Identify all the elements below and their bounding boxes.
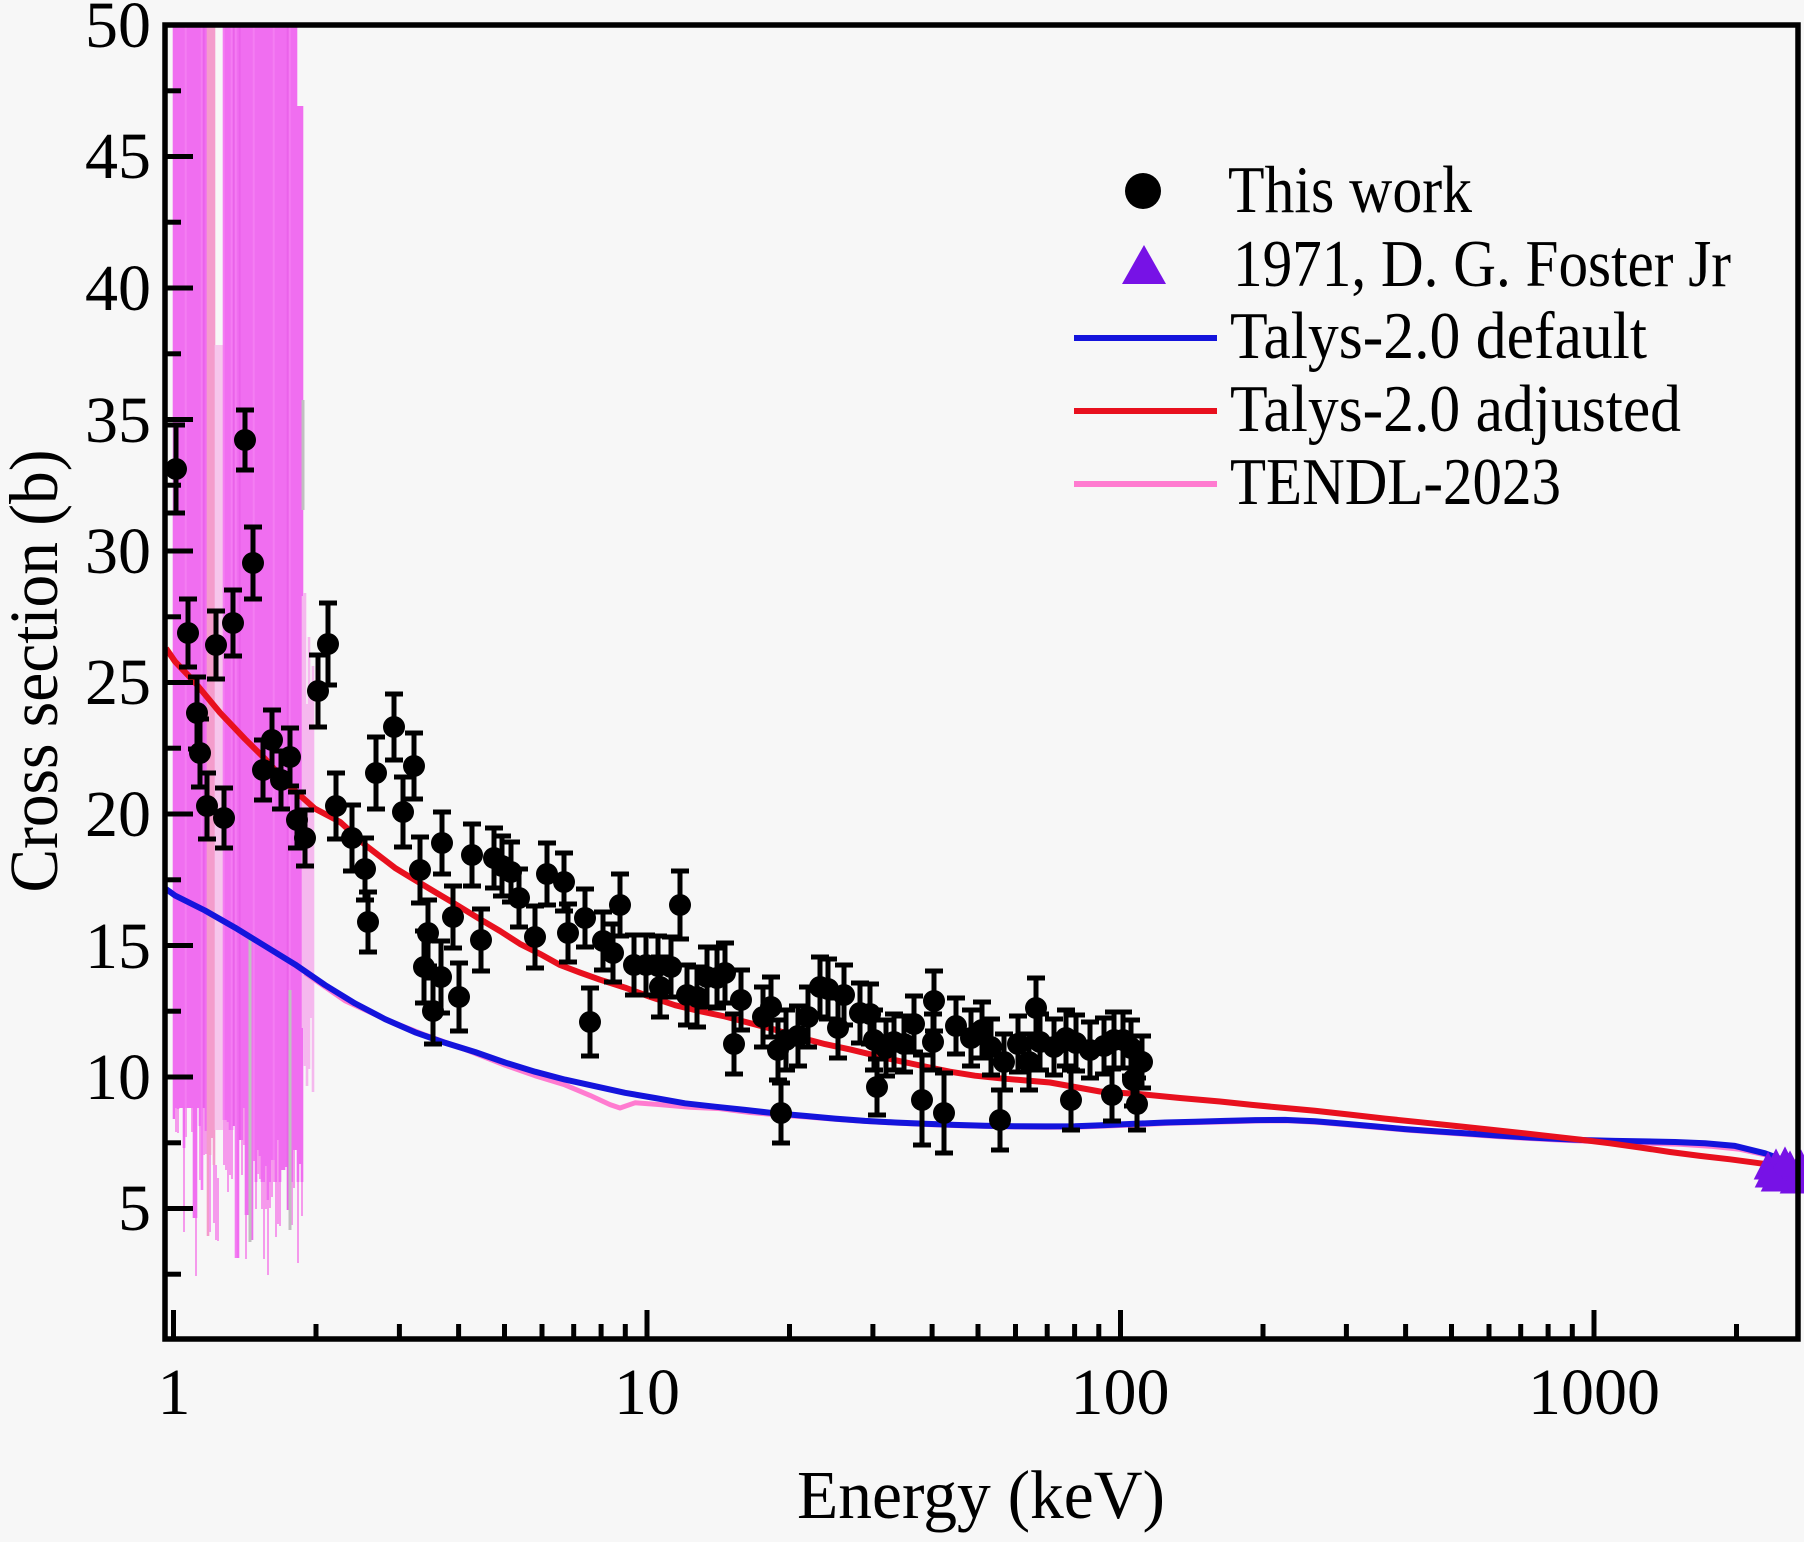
svg-text:Energy (keV): Energy (keV) [797, 1457, 1165, 1533]
svg-text:10: 10 [85, 1041, 151, 1114]
svg-text:Talys-2.0 adjusted: Talys-2.0 adjusted [1230, 372, 1681, 446]
svg-text:20: 20 [85, 778, 151, 851]
svg-text:Cross section (b): Cross section (b) [0, 450, 72, 893]
svg-text:25: 25 [85, 646, 151, 719]
svg-text:35: 35 [85, 384, 151, 457]
svg-text:50: 50 [85, 0, 151, 62]
svg-text:Talys-2.0 default: Talys-2.0 default [1230, 299, 1647, 373]
svg-text:TENDL-2023: TENDL-2023 [1230, 445, 1561, 519]
svg-text:1000: 1000 [1528, 1356, 1660, 1429]
svg-text:This work: This work [1228, 153, 1472, 227]
svg-text:1: 1 [158, 1356, 191, 1429]
svg-text:1971, D. G. Foster Jr: 1971, D. G. Foster Jr [1233, 227, 1731, 301]
svg-text:40: 40 [85, 252, 151, 325]
svg-text:30: 30 [85, 515, 151, 588]
svg-text:10: 10 [614, 1356, 680, 1429]
svg-text:45: 45 [85, 120, 151, 193]
svg-text:15: 15 [85, 910, 151, 983]
svg-text:5: 5 [118, 1172, 151, 1245]
svg-text:100: 100 [1071, 1356, 1170, 1429]
